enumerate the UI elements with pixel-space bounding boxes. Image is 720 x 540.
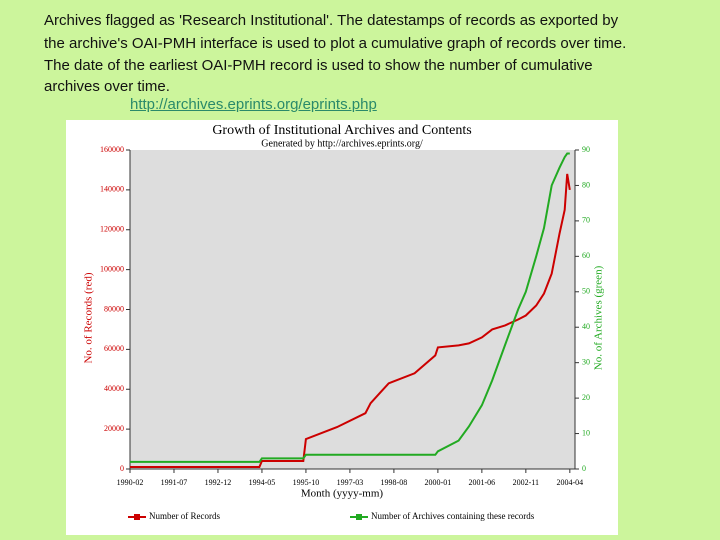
y-tick-label: 120000 <box>100 225 124 234</box>
legend-label: Number of Archives containing these reco… <box>371 511 535 521</box>
text-line: The date of the earliest OAI-PMH record … <box>44 57 593 74</box>
legend-marker <box>356 514 362 520</box>
x-tick-label: 2004-04 <box>556 478 583 487</box>
y2-tick-label: 30 <box>582 357 590 366</box>
y-tick-label: 140000 <box>100 185 124 194</box>
y-axis-label: No. of Records (red) <box>83 272 95 363</box>
x-tick-label: 1998-08 <box>381 478 408 487</box>
y2-tick-label: 40 <box>582 322 590 331</box>
y2-tick-label: 10 <box>582 428 590 437</box>
text-line: the archive's OAI-PMH interface is used … <box>44 35 627 52</box>
x-tick-label: 1992-12 <box>205 478 232 487</box>
x-tick-label: 1995-10 <box>293 478 320 487</box>
legend-marker <box>134 514 140 520</box>
y2-tick-label: 60 <box>582 251 590 260</box>
y-tick-label: 0 <box>120 464 124 473</box>
y-tick-label: 160000 <box>100 145 124 154</box>
series-line <box>130 152 570 463</box>
x-tick-label: 1991-07 <box>161 478 188 487</box>
y2-tick-label: 0 <box>582 464 586 473</box>
chart-title: Growth of Institutional Archives and Con… <box>212 123 471 138</box>
text-line: Archives flagged as 'Research Institutio… <box>44 12 619 29</box>
x-tick-label: 2001-06 <box>469 478 496 487</box>
x-tick-label: 1990-02 <box>117 478 144 487</box>
x-tick-label: 1997-03 <box>337 478 364 487</box>
y2-tick-label: 20 <box>582 393 590 402</box>
chart-subtitle: Generated by http://archives.eprints.org… <box>261 138 423 149</box>
y-tick-label: 100000 <box>100 264 124 273</box>
y2-tick-label: 50 <box>582 287 590 296</box>
y-tick-label: 20000 <box>104 424 124 433</box>
series-line <box>130 173 571 468</box>
y2-tick-label: 70 <box>582 216 590 225</box>
x-axis-label: Month (yyyy-mm) <box>301 488 384 500</box>
x-tick-label: 2000-01 <box>425 478 452 487</box>
x-tick-label: 2002-11 <box>513 478 539 487</box>
y-tick-label: 60000 <box>104 344 124 353</box>
text-line: archives over time. <box>44 78 170 95</box>
legend-label: Number of Records <box>149 511 220 521</box>
y2-tick-label: 80 <box>582 180 590 189</box>
y2-axis-label: No. of Archives (green) <box>593 265 605 370</box>
y-tick-label: 80000 <box>104 304 124 313</box>
y-tick-label: 40000 <box>104 384 124 393</box>
x-tick-label: 1994-05 <box>249 478 276 487</box>
link[interactable]: http://archives.eprints.org/eprints.php <box>130 96 377 113</box>
y2-tick-label: 90 <box>582 145 590 154</box>
plot-area <box>130 150 575 469</box>
